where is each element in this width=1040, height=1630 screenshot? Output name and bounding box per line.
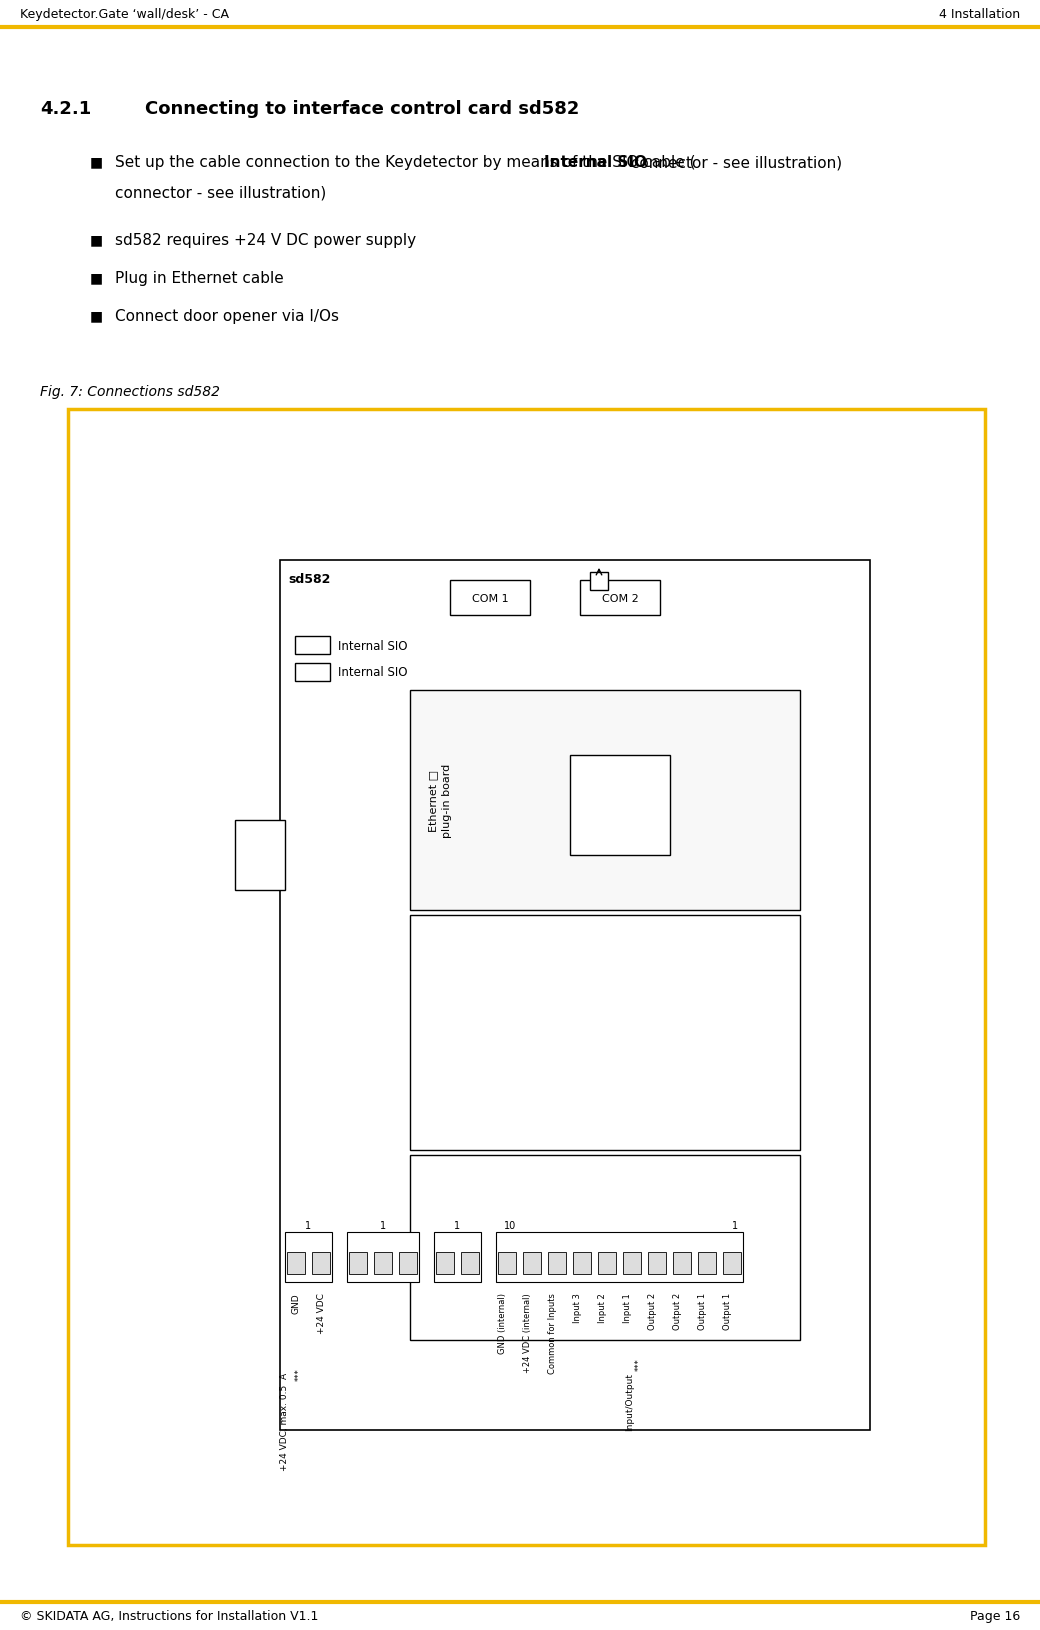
Bar (295, 663, 330, 681)
Text: ■: ■ (90, 233, 103, 246)
Bar (434, 1232, 480, 1283)
Bar (312, 1252, 330, 1275)
Text: COM 2: COM 2 (601, 593, 639, 603)
Text: ***: *** (295, 1368, 304, 1381)
Text: Common for Inputs: Common for Inputs (548, 1293, 557, 1372)
Text: Output 2: Output 2 (648, 1293, 657, 1330)
Text: +24 VDC: +24 VDC (316, 1293, 326, 1333)
Bar (496, 1232, 743, 1283)
Bar (450, 580, 530, 616)
Text: +24 VDC (internal): +24 VDC (internal) (523, 1293, 532, 1372)
Bar (623, 1252, 641, 1275)
Bar (280, 561, 870, 1430)
Text: Output 1: Output 1 (698, 1293, 707, 1330)
Bar (673, 1252, 691, 1275)
Bar (285, 1232, 332, 1283)
Text: Ethernet □
plug-in board: Ethernet □ plug-in board (428, 763, 451, 838)
Bar (548, 1252, 566, 1275)
Bar (410, 1156, 800, 1340)
Text: connector - see illustration): connector - see illustration) (626, 155, 842, 170)
Text: Input 1: Input 1 (623, 1293, 632, 1322)
Bar (698, 1252, 716, 1275)
Text: Output 1: Output 1 (723, 1293, 732, 1330)
Text: 10: 10 (504, 1221, 516, 1231)
Text: Input/Output: Input/Output (625, 1372, 634, 1430)
Text: Fig. 7: Connections sd582: Fig. 7: Connections sd582 (40, 385, 220, 399)
Text: Keydetector.Gate ‘wall/desk’ - CA: Keydetector.Gate ‘wall/desk’ - CA (20, 8, 229, 21)
Bar (295, 637, 330, 655)
Text: Plug in Ethernet cable: Plug in Ethernet cable (115, 271, 284, 285)
Text: © SKIDATA AG, Instructions for Installation V1.1: © SKIDATA AG, Instructions for Installat… (20, 1609, 318, 1622)
Text: ***: *** (635, 1358, 644, 1369)
Bar (498, 1252, 516, 1275)
Text: 1: 1 (306, 1221, 312, 1231)
Text: sd582 requires +24 V DC power supply: sd582 requires +24 V DC power supply (115, 233, 416, 248)
Text: Connect door opener via I/Os: Connect door opener via I/Os (115, 308, 339, 324)
Bar (523, 1252, 541, 1275)
Text: ■: ■ (90, 155, 103, 170)
Bar (436, 1252, 454, 1275)
Bar (410, 916, 800, 1151)
Text: 1: 1 (454, 1221, 461, 1231)
Text: Input 3: Input 3 (573, 1293, 582, 1322)
Text: Internal SIO: Internal SIO (338, 667, 408, 680)
Text: COM 1: COM 1 (472, 593, 509, 603)
Text: Input 2: Input 2 (598, 1293, 607, 1322)
Bar (410, 691, 800, 911)
Text: 4.2.1: 4.2.1 (40, 99, 92, 117)
Bar (598, 1252, 616, 1275)
Bar (580, 580, 660, 616)
Text: ■: ■ (90, 308, 103, 323)
Bar (461, 1252, 479, 1275)
Text: connector - see illustration): connector - see illustration) (115, 184, 327, 200)
Bar (287, 1252, 305, 1275)
Bar (573, 1252, 591, 1275)
Text: GND: GND (291, 1293, 301, 1312)
Text: sd582: sd582 (288, 572, 331, 585)
Text: 1: 1 (732, 1221, 738, 1231)
Bar (570, 756, 670, 856)
Text: 4 Installation: 4 Installation (939, 8, 1020, 21)
Bar (723, 1252, 740, 1275)
Bar (235, 820, 285, 890)
Bar (590, 572, 608, 590)
Text: Connecting to interface control card sd582: Connecting to interface control card sd5… (145, 99, 579, 117)
Text: Output 2: Output 2 (673, 1293, 682, 1330)
Bar (399, 1252, 417, 1275)
Bar (648, 1252, 666, 1275)
Bar (374, 1252, 392, 1275)
Text: GND (internal): GND (internal) (498, 1293, 508, 1353)
Text: ■: ■ (90, 271, 103, 285)
Text: Internal SIO: Internal SIO (544, 155, 647, 170)
Text: Page 16: Page 16 (969, 1609, 1020, 1622)
Text: +24 VDC, max. 0.5  A: +24 VDC, max. 0.5 A (280, 1372, 289, 1470)
Text: Set up the cable connection to the Keydetector by means of the SIO cable (: Set up the cable connection to the Keyde… (115, 155, 696, 170)
Bar (68, 409, 985, 1545)
Bar (347, 1232, 419, 1283)
Text: Internal SIO: Internal SIO (338, 639, 408, 652)
Text: 1: 1 (380, 1221, 386, 1231)
Bar (349, 1252, 367, 1275)
